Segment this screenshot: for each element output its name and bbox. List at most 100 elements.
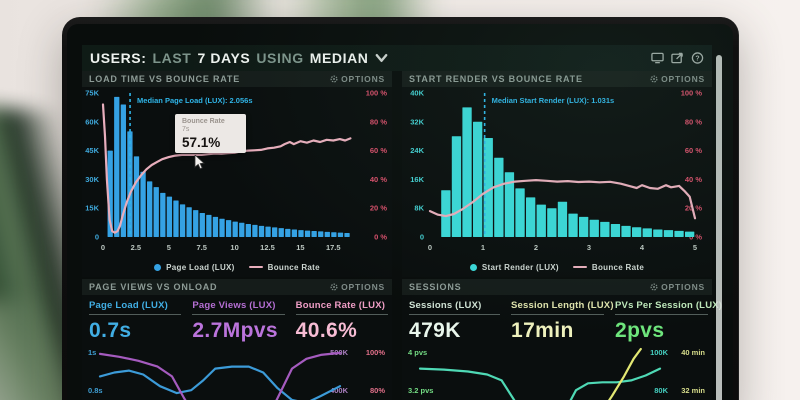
metric-value: 40.6% [295, 319, 358, 342]
bar[interactable] [685, 231, 695, 237]
bar[interactable] [441, 190, 451, 237]
bar[interactable] [225, 220, 232, 237]
bar[interactable] [239, 222, 245, 237]
metric-label: Sessions (LUX) [409, 300, 500, 315]
bar[interactable] [219, 218, 225, 237]
bar[interactable] [272, 227, 278, 237]
options-button[interactable]: OPTIONS [330, 74, 385, 84]
legend-dash [248, 265, 263, 269]
metric-value: 2.7Mpvs [192, 319, 279, 342]
bar[interactable] [504, 172, 515, 237]
bar[interactable] [589, 219, 599, 237]
bar[interactable] [674, 230, 684, 237]
axis-label: 12.5 [260, 243, 275, 252]
bar[interactable] [494, 157, 504, 237]
title-segment: MEDIAN [309, 50, 369, 66]
bar[interactable] [547, 208, 557, 237]
bar[interactable] [610, 224, 621, 237]
options-button[interactable]: OPTIONS [650, 282, 705, 292]
bar[interactable] [621, 225, 631, 237]
bar[interactable] [568, 213, 578, 237]
title-segment: 7 DAYS [197, 50, 251, 66]
bar[interactable] [632, 227, 642, 237]
bar[interactable] [515, 188, 525, 237]
axis-label: 2.5 [131, 243, 141, 252]
metric-value: 2pvs [615, 319, 665, 342]
bar[interactable] [114, 96, 120, 237]
panel-header: START RENDER VS BOUNCE RATE OPTIONS [402, 71, 712, 87]
bar[interactable] [258, 225, 265, 237]
bar[interactable] [344, 232, 350, 237]
bar[interactable] [186, 207, 192, 237]
bar[interactable] [600, 221, 610, 237]
bar[interactable] [324, 231, 330, 237]
axis-label: 30K [85, 175, 99, 184]
options-button[interactable]: OPTIONS [330, 282, 385, 292]
panel-page-views-vs-onload: PAGE VIEWS VS ONLOAD OPTIONS Page Load (… [82, 279, 392, 400]
pvs-per-session-line [418, 367, 662, 400]
bar[interactable] [212, 216, 219, 237]
bar[interactable] [473, 121, 483, 237]
bar[interactable] [153, 187, 159, 237]
bar[interactable] [265, 226, 271, 237]
bar[interactable] [166, 196, 173, 237]
gear-icon [330, 283, 338, 291]
bar[interactable] [642, 228, 652, 237]
export-icon[interactable] [671, 52, 684, 64]
help-icon[interactable]: ? [691, 52, 704, 64]
bar[interactable] [140, 171, 146, 237]
metric: Bounce Rate (LUX) 40.6% [295, 300, 388, 343]
panel-header: PAGE VIEWS VS ONLOAD OPTIONS [82, 279, 392, 295]
legend-item[interactable]: Bounce Rate [572, 263, 644, 272]
axis-label: 0.8s [88, 386, 103, 395]
bar[interactable] [120, 104, 126, 237]
metric: Session Length (LUX) 17min [511, 300, 614, 343]
bar[interactable] [304, 230, 311, 237]
bar[interactable] [278, 228, 284, 237]
bar[interactable] [199, 213, 205, 237]
bar[interactable] [193, 210, 199, 237]
bar[interactable] [160, 192, 166, 237]
bar[interactable] [331, 232, 337, 237]
legend-item[interactable]: Page Load (LUX) [154, 263, 235, 272]
bar[interactable] [291, 229, 298, 237]
scrollbar[interactable] [716, 55, 722, 400]
bar[interactable] [206, 214, 212, 237]
bar[interactable] [579, 216, 589, 237]
bar[interactable] [526, 197, 536, 237]
bar[interactable] [462, 107, 472, 238]
bar[interactable] [285, 228, 291, 237]
title-segment: USERS: [90, 50, 147, 66]
legend-label: Bounce Rate [267, 262, 320, 272]
gear-icon [330, 75, 338, 83]
bar[interactable] [483, 138, 493, 237]
bar[interactable] [179, 204, 186, 237]
bar[interactable] [252, 224, 258, 237]
bar[interactable] [318, 231, 324, 237]
bar[interactable] [663, 230, 674, 237]
bar[interactable] [451, 136, 462, 237]
display-icon[interactable] [651, 52, 664, 64]
mouse-cursor [194, 155, 205, 170]
options-button[interactable]: OPTIONS [650, 74, 705, 84]
axis-label: 5 [167, 243, 171, 252]
bars-series [441, 107, 695, 238]
bar[interactable] [337, 232, 344, 237]
legend-item[interactable]: Bounce Rate [248, 262, 320, 272]
bar[interactable] [653, 229, 663, 237]
bar[interactable] [557, 201, 568, 237]
bar[interactable] [298, 230, 304, 237]
bar[interactable] [311, 231, 317, 237]
bar[interactable] [536, 204, 546, 237]
chevron-down-icon[interactable] [375, 52, 388, 64]
bar[interactable] [232, 221, 238, 237]
tooltip-value: 57.1% [182, 135, 221, 150]
bar[interactable] [147, 181, 153, 237]
bar[interactable] [133, 156, 140, 237]
bar[interactable] [173, 200, 179, 237]
bar[interactable] [245, 223, 251, 237]
options-label: OPTIONS [661, 74, 705, 84]
legend-item[interactable]: Start Render (LUX) [469, 263, 559, 272]
